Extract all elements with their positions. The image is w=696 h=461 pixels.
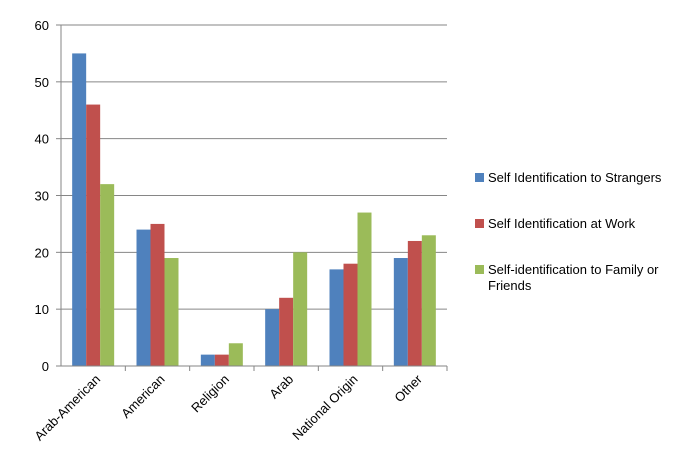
bar xyxy=(228,343,243,366)
x-tick-label: Other xyxy=(391,371,425,405)
x-tick-label: Religion xyxy=(188,372,232,416)
legend-label-line: Friends xyxy=(488,278,532,293)
y-tick-label: 30 xyxy=(35,189,49,204)
y-tick-label: 20 xyxy=(35,245,49,260)
bar xyxy=(200,354,215,366)
bar xyxy=(329,269,344,366)
bar xyxy=(393,258,408,366)
y-tick-label: 0 xyxy=(42,359,49,374)
bars xyxy=(72,53,436,367)
bar xyxy=(407,240,422,366)
axes xyxy=(56,24,448,371)
legend-label-line: Self Identification to Strangers xyxy=(488,170,662,185)
bar xyxy=(343,263,358,366)
x-tick-label: Arab-American xyxy=(31,372,103,444)
bar xyxy=(421,235,436,366)
x-axis-tick-labels: Arab-American American Religion ArabNationa… xyxy=(31,371,425,443)
legend-label: Self-identification to Family or Friends xyxy=(488,262,659,293)
legend-swatch xyxy=(475,219,484,228)
y-axis-tick-labels: 0 10 20 30 40 50 60 xyxy=(35,18,49,374)
y-tick-label: 40 xyxy=(35,132,49,147)
y-tick-label: 60 xyxy=(35,18,49,33)
bar xyxy=(150,223,165,366)
bar xyxy=(86,104,101,367)
bar xyxy=(100,184,115,366)
legend-label: Self Identification at Work xyxy=(488,216,636,231)
bar xyxy=(164,258,179,366)
legend: Self Identification to Strangers Self Ide… xyxy=(475,170,662,293)
legend-label-line: Self Identification at Work xyxy=(488,216,636,231)
bar xyxy=(72,53,87,367)
legend-swatch xyxy=(475,265,484,274)
legend-swatch xyxy=(475,173,484,182)
bar xyxy=(357,212,372,366)
x-tick-label: Arab xyxy=(266,372,296,402)
y-tick-label: 50 xyxy=(35,75,49,90)
x-tick-label: National Origin xyxy=(289,372,360,443)
x-tick-label: American xyxy=(118,372,167,421)
legend-label: Self Identification to Strangers xyxy=(488,170,662,185)
bar xyxy=(265,309,280,366)
bar xyxy=(136,229,151,366)
bar xyxy=(214,354,229,366)
bar xyxy=(293,252,308,366)
y-tick-label: 10 xyxy=(35,302,49,317)
legend-label-line: Self-identification to Family or xyxy=(488,262,659,277)
bar xyxy=(279,297,294,366)
gridlines xyxy=(61,24,447,310)
